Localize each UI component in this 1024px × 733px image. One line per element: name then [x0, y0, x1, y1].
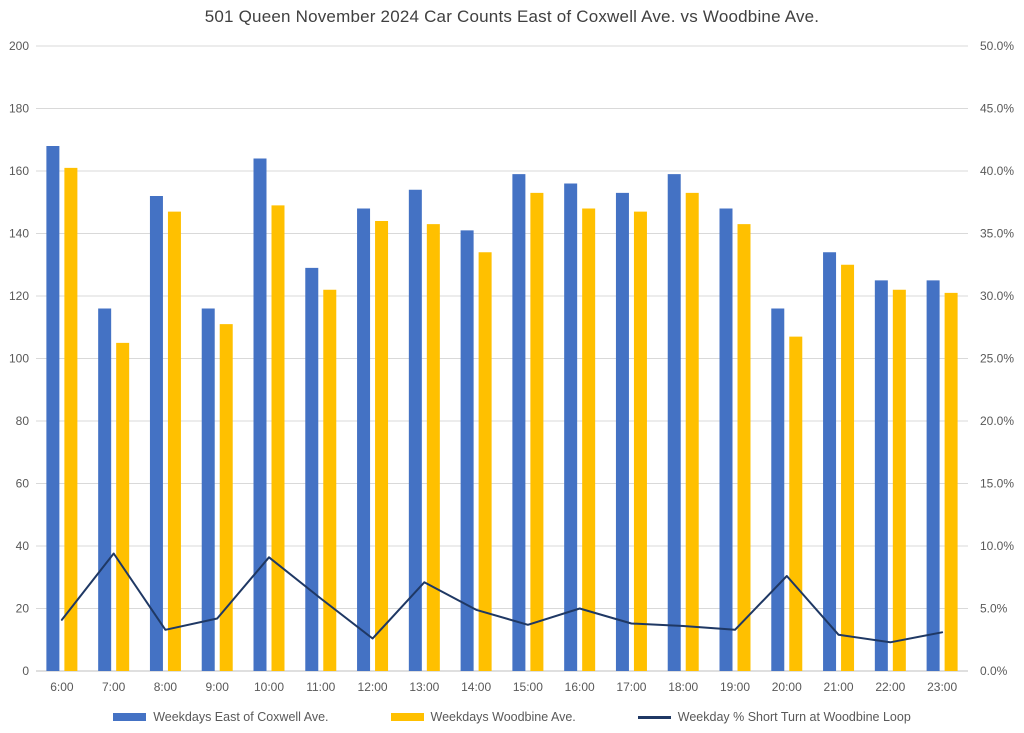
bar-east-coxwell [98, 308, 112, 671]
bar-woodbine [944, 292, 958, 671]
x-axis-tick-label: 9:00 [206, 680, 230, 694]
bar-woodbine [116, 342, 130, 671]
bar-woodbine [271, 205, 285, 671]
x-axis-tick-label: 15:00 [513, 680, 543, 694]
x-axis-tick-label: 22:00 [875, 680, 905, 694]
right-axis-tick-label: 20.0% [980, 414, 1014, 428]
bar-east-coxwell [823, 252, 837, 671]
right-axis-tick-label: 5.0% [980, 602, 1008, 616]
legend-swatch-short-turn-line [637, 715, 671, 719]
bar-woodbine [323, 289, 337, 671]
x-axis-tick-label: 7:00 [102, 680, 126, 694]
left-axis-tick-label: 40 [16, 539, 30, 553]
bar-woodbine [530, 192, 544, 671]
legend-item-woodbine: Weekdays Woodbine Ave. [390, 710, 576, 724]
bar-woodbine [167, 211, 181, 671]
bar-east-coxwell [149, 196, 163, 671]
bar-east-coxwell [46, 146, 60, 671]
right-axis-tick-label: 10.0% [980, 539, 1014, 553]
legend-item-east-coxwell: Weekdays East of Coxwell Ave. [113, 710, 329, 724]
bar-woodbine [426, 224, 440, 671]
bar-woodbine [892, 289, 906, 671]
bar-woodbine [685, 192, 699, 671]
legend-label-woodbine: Weekdays Woodbine Ave. [430, 710, 576, 724]
bar-woodbine [841, 264, 855, 671]
right-axis-tick-label: 35.0% [980, 227, 1014, 241]
x-axis-tick-label: 6:00 [50, 680, 74, 694]
left-axis-tick-label: 100 [9, 352, 29, 366]
bar-east-coxwell [460, 230, 474, 671]
left-axis-tick-label: 60 [16, 477, 30, 491]
right-axis-tick-label: 30.0% [980, 289, 1014, 303]
right-axis-tick-label: 25.0% [980, 352, 1014, 366]
bar-east-coxwell [201, 308, 215, 671]
x-axis-tick-label: 12:00 [358, 680, 388, 694]
right-axis-tick-label: 0.0% [980, 664, 1008, 678]
x-axis-tick-label: 21:00 [824, 680, 854, 694]
bar-woodbine [478, 252, 492, 671]
x-axis-tick-label: 23:00 [927, 680, 957, 694]
legend-label-short-turn: Weekday % Short Turn at Woodbine Loop [677, 710, 911, 724]
bar-east-coxwell [771, 308, 785, 671]
left-axis-tick-label: 180 [9, 102, 29, 116]
bar-east-coxwell [408, 189, 422, 671]
short-turn-line [60, 552, 944, 644]
right-axis-tick-label: 40.0% [980, 164, 1014, 178]
bar-woodbine [64, 167, 78, 671]
x-axis-tick-label: 11:00 [306, 680, 335, 694]
x-axis-tick-label: 13:00 [409, 680, 439, 694]
right-axis-tick-label: 50.0% [980, 39, 1014, 53]
x-axis-tick-label: 17:00 [616, 680, 646, 694]
left-axis-tick-label: 20 [16, 602, 30, 616]
bar-woodbine [789, 336, 803, 671]
left-axis-tick-label: 120 [9, 289, 29, 303]
left-axis-tick-label: 0 [22, 664, 29, 678]
bar-east-coxwell [667, 174, 681, 671]
legend-label-east-coxwell: Weekdays East of Coxwell Ave. [153, 710, 329, 724]
left-axis-tick-label: 80 [16, 414, 30, 428]
left-axis-tick-label: 160 [9, 164, 29, 178]
bar-east-coxwell [357, 208, 371, 671]
bar-woodbine [737, 224, 751, 671]
left-axis-tick-label: 140 [9, 227, 29, 241]
bar-woodbine [582, 208, 596, 671]
x-axis-tick-label: 20:00 [772, 680, 802, 694]
bar-east-coxwell [615, 192, 629, 671]
legend-swatch-woodbine-bar [390, 713, 424, 721]
bar-woodbine [375, 221, 389, 671]
x-axis-tick-label: 14:00 [461, 680, 491, 694]
bar-east-coxwell [719, 208, 733, 671]
x-axis-tick-label: 10:00 [254, 680, 284, 694]
x-axis-tick-label: 19:00 [720, 680, 750, 694]
bar-east-coxwell [305, 267, 319, 671]
bar-east-coxwell [512, 174, 526, 671]
legend-swatch-east-coxwell-bar [113, 713, 147, 721]
right-axis-tick-label: 15.0% [980, 477, 1014, 491]
legend-item-short-turn: Weekday % Short Turn at Woodbine Loop [637, 710, 911, 724]
bar-woodbine [219, 324, 233, 671]
x-axis-tick-label: 18:00 [668, 680, 698, 694]
bar-east-coxwell [926, 280, 940, 671]
chart-title: 501 Queen November 2024 Car Counts East … [204, 7, 820, 26]
x-axis-tick-label: 8:00 [154, 680, 178, 694]
chart-legend: Weekdays East of Coxwell Ave. Weekdays W… [0, 710, 1024, 724]
bar-east-coxwell [564, 183, 578, 671]
bar-woodbine [633, 211, 647, 671]
bar-east-coxwell [874, 280, 888, 671]
x-axis-tick-label: 16:00 [565, 680, 595, 694]
left-axis-tick-label: 200 [9, 39, 29, 53]
bar-east-coxwell [253, 158, 267, 671]
right-axis-tick-label: 45.0% [980, 102, 1014, 116]
